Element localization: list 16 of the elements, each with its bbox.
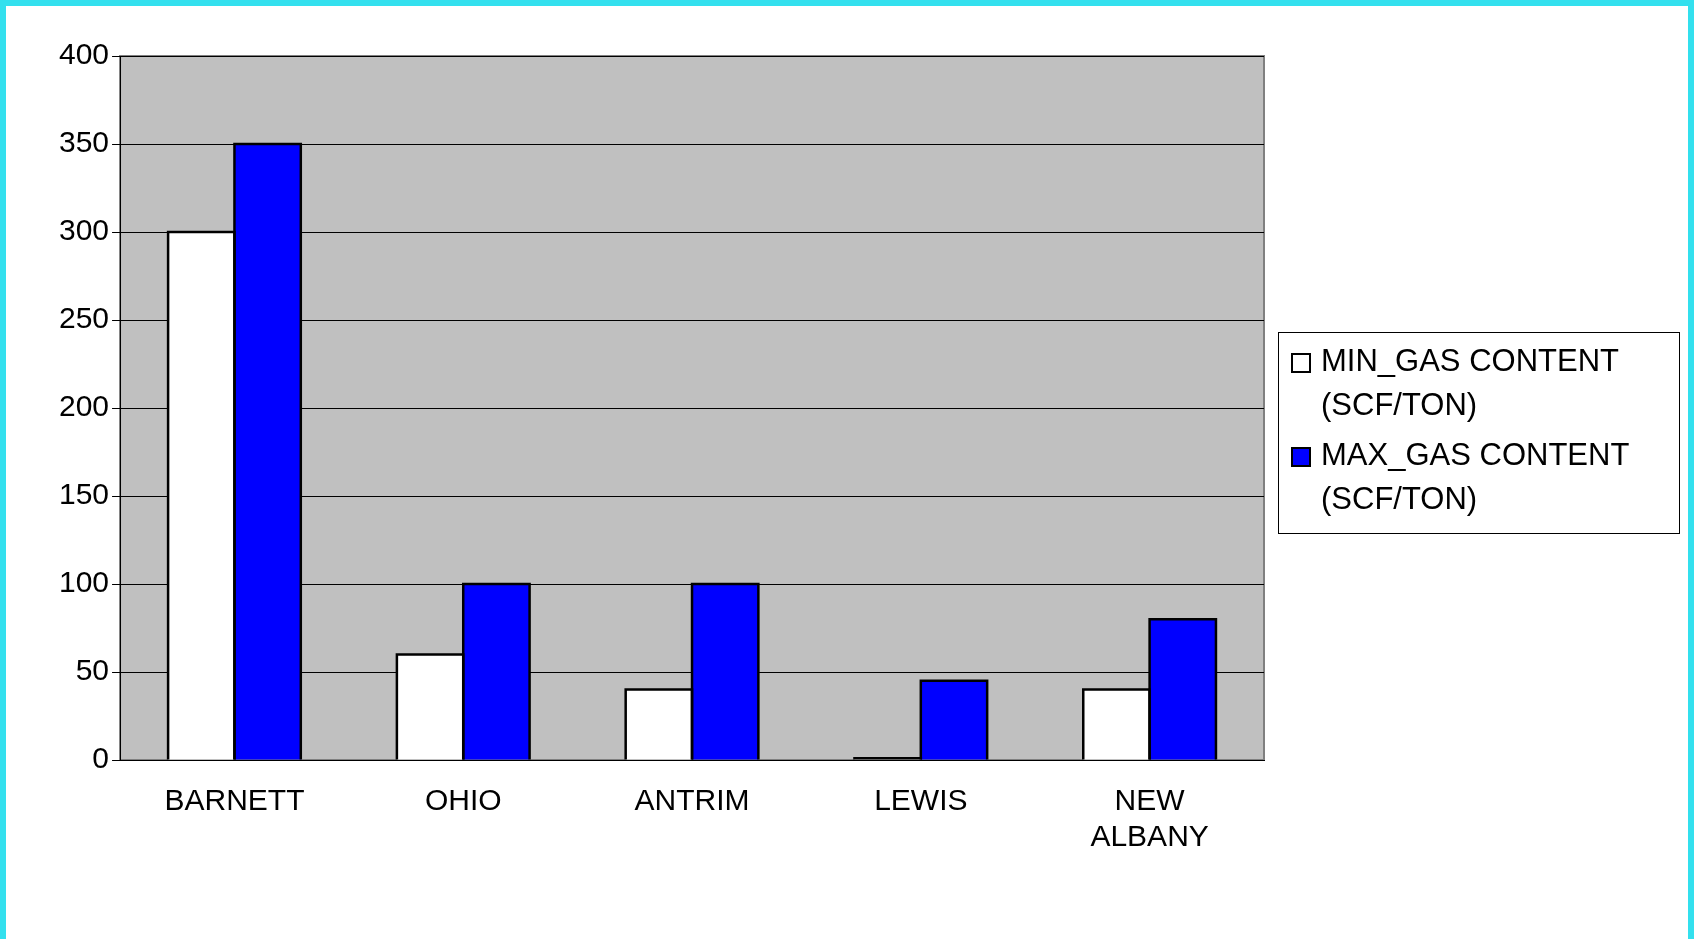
x-tick-label: ANTRIM bbox=[634, 783, 750, 817]
y-tick-label: 350 bbox=[58, 125, 110, 159]
legend-label: MIN_GAS CONTENT (SCF/TON) bbox=[1321, 342, 1620, 424]
y-tick-label: 50 bbox=[75, 653, 110, 687]
x-tick-label: BARNETT bbox=[164, 783, 305, 817]
y-tick-label: 150 bbox=[58, 477, 110, 511]
y-tick-label: 400 bbox=[58, 37, 110, 71]
y-tick-label: 0 bbox=[92, 741, 110, 775]
y-tick-label: 200 bbox=[58, 389, 110, 423]
x-tick-label: LEWIS bbox=[874, 783, 968, 817]
x-tick-label: NEW ALBANY bbox=[1090, 783, 1209, 853]
legend-label: MAX_GAS CONTENT (SCF/TON) bbox=[1321, 436, 1630, 518]
y-tick-label: 300 bbox=[58, 213, 110, 247]
x-tick-label: OHIO bbox=[424, 783, 502, 817]
y-tick-label: 100 bbox=[58, 565, 110, 599]
y-tick-label: 250 bbox=[58, 301, 110, 335]
